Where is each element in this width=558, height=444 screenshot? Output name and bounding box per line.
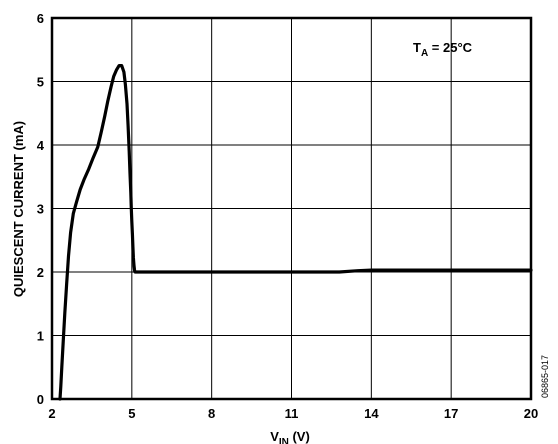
temperature-annotation: TA = 25°C bbox=[413, 40, 473, 59]
series-layer bbox=[58, 63, 533, 401]
x-tick-label: 8 bbox=[208, 406, 215, 421]
series-line-1 bbox=[58, 63, 533, 401]
x-tick-label: 20 bbox=[524, 406, 538, 421]
x-tick-label: 5 bbox=[128, 406, 135, 421]
x-tick-label: 17 bbox=[444, 406, 458, 421]
x-axis-label: VIN (V) bbox=[270, 429, 310, 444]
y-tick-label: 4 bbox=[37, 138, 45, 153]
figure-id: 06865-017 bbox=[540, 355, 550, 398]
y-tick-label: 0 bbox=[37, 392, 44, 407]
plot-frame bbox=[50, 16, 533, 401]
x-tick-labels: 2 5 8 11 14 17 20 bbox=[48, 406, 538, 421]
y-tick-label: 1 bbox=[37, 329, 44, 344]
grid-lines bbox=[52, 18, 531, 399]
x-tick-label: 14 bbox=[364, 406, 379, 421]
y-axis-label: QUIESCENT CURRENT (mA) bbox=[11, 121, 26, 297]
y-tick-label: 5 bbox=[37, 75, 44, 90]
y-tick-labels: 0 1 2 3 4 5 6 bbox=[37, 11, 45, 407]
x-tick-label: 2 bbox=[48, 406, 55, 421]
y-tick-label: 2 bbox=[37, 265, 44, 280]
y-tick-label: 3 bbox=[37, 202, 44, 217]
x-tick-label: 11 bbox=[285, 406, 299, 421]
y-tick-label: 6 bbox=[37, 11, 44, 26]
